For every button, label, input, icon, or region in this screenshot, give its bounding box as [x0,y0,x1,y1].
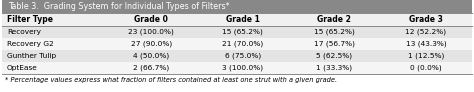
Text: 27 (90.0%): 27 (90.0%) [131,41,172,47]
Text: 13 (43.3%): 13 (43.3%) [405,41,446,47]
Text: 1 (33.3%): 1 (33.3%) [316,65,353,71]
Text: 0 (0.0%): 0 (0.0%) [410,65,442,71]
Text: Grade 0: Grade 0 [135,15,168,24]
Text: 1 (12.5%): 1 (12.5%) [408,53,444,59]
Text: Grade 1: Grade 1 [226,15,260,24]
Text: 5 (62.5%): 5 (62.5%) [316,53,353,59]
Text: Grade 2: Grade 2 [318,15,351,24]
Text: Recovery G2: Recovery G2 [7,41,54,47]
Text: * Percentage values express what fraction of filters contained at least one stru: * Percentage values express what fractio… [5,77,337,83]
Bar [2,26,472,38]
Text: 21 (70.0%): 21 (70.0%) [222,41,264,47]
Text: Grade 3: Grade 3 [409,15,443,24]
Text: 15 (65.2%): 15 (65.2%) [222,29,263,35]
Text: 4 (50.0%): 4 (50.0%) [133,53,170,59]
Text: 23 (100.0%): 23 (100.0%) [128,29,174,35]
Text: 15 (65.2%): 15 (65.2%) [314,29,355,35]
Text: OptEase: OptEase [7,65,38,71]
Text: 2 (66.7%): 2 (66.7%) [133,65,170,71]
Text: 12 (52.2%): 12 (52.2%) [405,29,447,35]
Text: 6 (75.0%): 6 (75.0%) [225,53,261,59]
Bar [2,62,472,74]
Bar [2,13,472,26]
Text: Filter Type: Filter Type [7,15,53,24]
Bar [2,38,472,50]
Text: Recovery: Recovery [7,29,41,35]
Bar [2,0,472,13]
Bar [2,50,472,62]
Text: Table 3.  Grading System for Individual Types of Filters*: Table 3. Grading System for Individual T… [8,2,230,11]
Text: 3 (100.0%): 3 (100.0%) [222,65,264,71]
Text: Gunther Tulip: Gunther Tulip [7,53,56,59]
Text: 17 (56.7%): 17 (56.7%) [314,41,355,47]
